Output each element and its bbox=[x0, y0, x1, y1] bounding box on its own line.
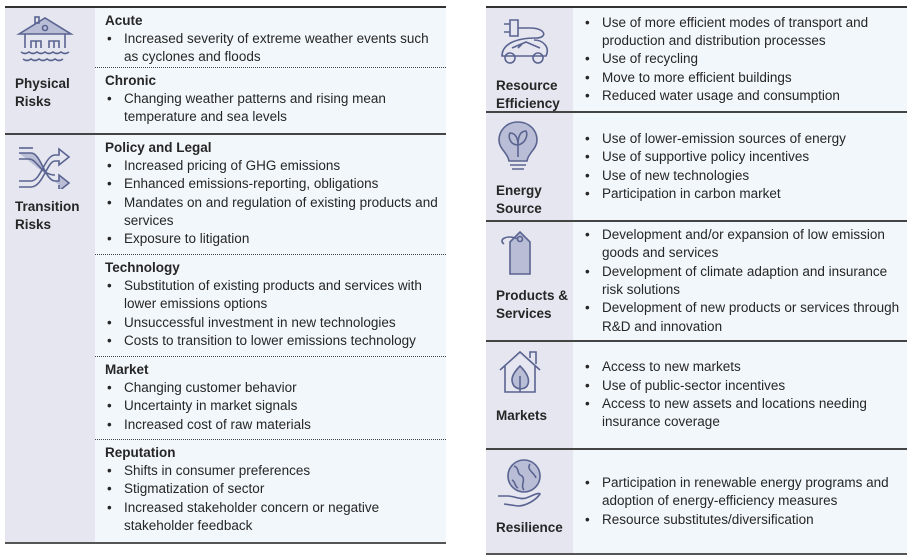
bullet-item: Participation in renewable energy progra… bbox=[583, 474, 901, 511]
bullet-item: Participation in carbon market bbox=[583, 185, 846, 204]
bullet-list: Development and/or expansion of low emis… bbox=[583, 226, 901, 336]
climate-risks-table: Physical Risks Acute Increased severity of… bbox=[5, 6, 446, 544]
opportunity-row: Energy Source Use of lower-emission sourc… bbox=[486, 113, 907, 222]
bullet-item: Enhanced emissions-reporting, obligation… bbox=[105, 175, 438, 194]
bullet-item: Development of climate adaption and insu… bbox=[583, 263, 901, 300]
opportunity-category: Resource Efficiency bbox=[486, 8, 573, 111]
bullet-item: Use of more efficient modes of transport… bbox=[583, 14, 901, 51]
flooded-house-icon bbox=[15, 14, 75, 75]
bullet-item: Increased stakeholder concern or negativ… bbox=[105, 499, 438, 536]
lightbulb-leaf-icon bbox=[496, 119, 540, 182]
risk-subsection: Market Changing customer behaviorUncertai… bbox=[95, 357, 446, 440]
opportunity-details: Use of more efficient modes of transport… bbox=[573, 8, 907, 111]
risk-subsection: Chronic Changing weather patterns and ris… bbox=[95, 68, 446, 133]
opportunity-row: Products & Services Development and/or ex… bbox=[486, 222, 907, 342]
risk-subsection: Technology Substitution of existing produ… bbox=[95, 255, 446, 357]
category-label: Transition Risks bbox=[15, 199, 80, 232]
risk-row: Transition Risks Policy and Legal Increase… bbox=[5, 135, 446, 542]
opportunity-category: Markets bbox=[486, 342, 573, 448]
category-label: Products & Services bbox=[496, 288, 569, 321]
bullet-list: Participation in renewable energy progra… bbox=[583, 474, 901, 529]
risk-category: Transition Risks bbox=[5, 135, 95, 542]
risk-category: Physical Risks bbox=[5, 8, 95, 133]
opportunity-row: Resilience Participation in renewable ene… bbox=[486, 450, 907, 553]
bullet-item: Move to more efficient buildings bbox=[583, 69, 901, 88]
risk-row: Physical Risks Acute Increased severity of… bbox=[5, 8, 446, 135]
bullet-item: Changing customer behavior bbox=[105, 379, 438, 398]
bullet-item: Costs to transition to lower emissions t… bbox=[105, 332, 438, 351]
bullet-list: Substitution of existing products and se… bbox=[105, 277, 438, 350]
opportunity-row: Resource Efficiency Use of more efficient… bbox=[486, 8, 907, 113]
risk-subsection: Reputation Shifts in consumer preferences… bbox=[95, 440, 446, 542]
house-leaf-icon bbox=[496, 348, 546, 407]
globe-hand-icon bbox=[496, 456, 546, 519]
bullet-item: Mandates on and regulation of existing p… bbox=[105, 194, 438, 231]
bullet-list: Use of more efficient modes of transport… bbox=[583, 14, 901, 106]
bullet-item: Development and/or expansion of low emis… bbox=[583, 226, 901, 263]
opportunity-details: Use of lower-emission sources of energyU… bbox=[573, 113, 907, 220]
bullet-item: Access to new assets and locations needi… bbox=[583, 395, 901, 432]
bullet-list: Use of lower-emission sources of energyU… bbox=[583, 130, 846, 203]
bullet-item: Access to new markets bbox=[583, 358, 901, 377]
bullet-item: Increased pricing of GHG emissions bbox=[105, 157, 438, 176]
bullet-item: Increased cost of raw materials bbox=[105, 416, 438, 435]
subsection-title: Acute bbox=[105, 13, 143, 28]
bullet-item: Use of new technologies bbox=[583, 167, 846, 186]
subsection-title: Technology bbox=[105, 260, 180, 275]
risk-details: Acute Increased severity of extreme weath… bbox=[95, 8, 446, 133]
risk-details: Policy and Legal Increased pricing of GHG… bbox=[95, 135, 446, 542]
bullet-item: Increased severity of extreme weather ev… bbox=[105, 30, 438, 67]
risk-subsection: Acute Increased severity of extreme weath… bbox=[95, 8, 446, 68]
bullet-item: Stigmatization of sector bbox=[105, 480, 438, 499]
subsection-title: Reputation bbox=[105, 445, 176, 460]
bullet-item: Use of supportive policy incentives bbox=[583, 148, 846, 167]
bullet-item: Unsuccessful investment in new technolog… bbox=[105, 314, 438, 333]
category-label: Resource Efficiency bbox=[496, 78, 560, 111]
subsection-title: Policy and Legal bbox=[105, 140, 212, 155]
subsection-title: Market bbox=[105, 362, 149, 377]
bullet-item: Use of recycling bbox=[583, 50, 901, 69]
bullet-item: Development of new products or services … bbox=[583, 299, 901, 336]
opportunity-details: Access to new marketsUse of public-secto… bbox=[573, 342, 907, 448]
bullet-list: Increased pricing of GHG emissionsEnhanc… bbox=[105, 157, 438, 249]
crossing-arrows-icon bbox=[15, 145, 71, 198]
opportunity-category: Resilience bbox=[486, 450, 573, 553]
bullet-list: Changing customer behaviorUncertainty in… bbox=[105, 379, 438, 434]
category-label: Resilience bbox=[496, 520, 563, 535]
bullet-item: Shifts in consumer preferences bbox=[105, 462, 438, 481]
climate-opportunities-table: Resource Efficiency Use of more efficient… bbox=[486, 6, 907, 555]
risk-subsection: Policy and Legal Increased pricing of GHG… bbox=[95, 135, 446, 255]
bullet-list: Increased severity of extreme weather ev… bbox=[105, 30, 438, 67]
bullet-item: Resource substitutes/diversification bbox=[583, 511, 901, 530]
opportunity-row: Markets Access to new marketsUse of publi… bbox=[486, 342, 907, 450]
tag-icon bbox=[496, 228, 546, 287]
bullet-item: Uncertainty in market signals bbox=[105, 397, 438, 416]
bullet-item: Use of lower-emission sources of energy bbox=[583, 130, 846, 149]
category-label: Physical Risks bbox=[15, 76, 70, 109]
electric-car-icon bbox=[496, 14, 556, 77]
bullet-item: Changing weather patterns and rising mea… bbox=[105, 90, 438, 127]
bullet-item: Exposure to litigation bbox=[105, 230, 438, 249]
subsection-title: Chronic bbox=[105, 73, 157, 88]
opportunity-details: Development and/or expansion of low emis… bbox=[573, 222, 907, 340]
opportunity-details: Participation in renewable energy progra… bbox=[573, 450, 907, 553]
category-label: Markets bbox=[496, 408, 548, 423]
bullet-item: Reduced water usage and consumption bbox=[583, 87, 901, 106]
bullet-list: Access to new marketsUse of public-secto… bbox=[583, 358, 901, 431]
bullet-item: Substitution of existing products and se… bbox=[105, 277, 438, 314]
bullet-item: Use of public-sector incentives bbox=[583, 377, 901, 396]
bullet-list: Shifts in consumer preferencesStigmatiza… bbox=[105, 462, 438, 535]
opportunity-category: Energy Source bbox=[486, 113, 573, 220]
bullet-list: Changing weather patterns and rising mea… bbox=[105, 90, 438, 127]
opportunity-category: Products & Services bbox=[486, 222, 573, 340]
category-label: Energy Source bbox=[496, 183, 542, 216]
